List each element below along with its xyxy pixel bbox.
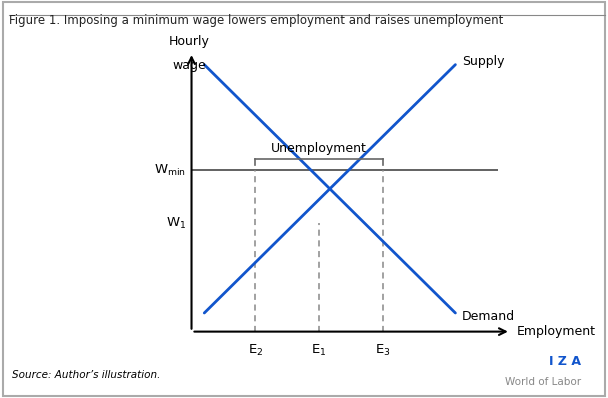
- Text: Hourly: Hourly: [169, 35, 210, 47]
- Text: E$_{\mathregular{3}}$: E$_{\mathregular{3}}$: [375, 342, 391, 357]
- Text: W$_{\mathregular{1}}$: W$_{\mathregular{1}}$: [166, 215, 187, 230]
- Text: Employment: Employment: [517, 325, 596, 338]
- Text: wage: wage: [173, 59, 206, 72]
- Text: E$_{\mathregular{1}}$: E$_{\mathregular{1}}$: [311, 342, 327, 357]
- Text: I Z A: I Z A: [548, 355, 581, 368]
- Text: Unemployment: Unemployment: [271, 142, 367, 155]
- Text: Demand: Demand: [461, 310, 515, 323]
- Text: Source: Author’s illustration.: Source: Author’s illustration.: [12, 370, 161, 380]
- Text: E$_{\mathregular{2}}$: E$_{\mathregular{2}}$: [247, 342, 263, 357]
- Text: Figure 1. Imposing a minimum wage lowers employment and raises unemployment: Figure 1. Imposing a minimum wage lowers…: [9, 14, 503, 27]
- Text: W$_{\mathregular{min}}$: W$_{\mathregular{min}}$: [154, 163, 187, 178]
- Text: World of Labor: World of Labor: [505, 377, 581, 387]
- Text: Supply: Supply: [461, 55, 504, 68]
